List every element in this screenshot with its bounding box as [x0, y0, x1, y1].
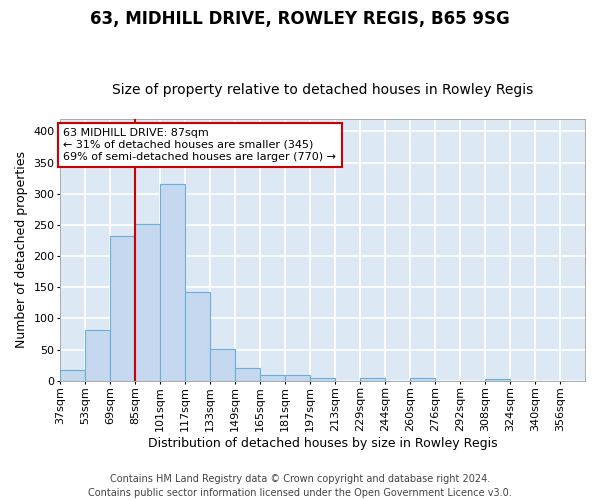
Bar	[260, 374, 285, 381]
Bar	[160, 184, 185, 381]
Bar	[60, 370, 85, 381]
Y-axis label: Number of detached properties: Number of detached properties	[15, 152, 28, 348]
Bar	[210, 349, 235, 381]
Bar	[285, 374, 310, 381]
Text: 63, MIDHILL DRIVE, ROWLEY REGIS, B65 9SG: 63, MIDHILL DRIVE, ROWLEY REGIS, B65 9SG	[90, 10, 510, 28]
Bar	[310, 378, 335, 381]
Bar	[185, 292, 210, 381]
Bar	[85, 330, 110, 381]
Bar	[235, 368, 260, 381]
Text: 63 MIDHILL DRIVE: 87sqm
← 31% of detached houses are smaller (345)
69% of semi-d: 63 MIDHILL DRIVE: 87sqm ← 31% of detache…	[64, 128, 337, 162]
Bar	[135, 224, 160, 381]
X-axis label: Distribution of detached houses by size in Rowley Regis: Distribution of detached houses by size …	[148, 437, 497, 450]
Bar	[485, 379, 510, 381]
Bar	[110, 236, 135, 381]
Title: Size of property relative to detached houses in Rowley Regis: Size of property relative to detached ho…	[112, 83, 533, 97]
Bar	[410, 378, 435, 381]
Bar	[360, 378, 385, 381]
Text: Contains HM Land Registry data © Crown copyright and database right 2024.
Contai: Contains HM Land Registry data © Crown c…	[88, 474, 512, 498]
